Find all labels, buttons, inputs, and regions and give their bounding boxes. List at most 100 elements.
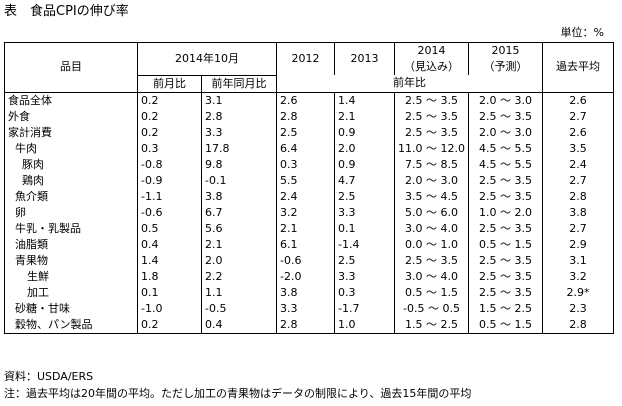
- cell-yoy: 0.4: [201, 316, 277, 334]
- cell-2013: 2.1: [334, 108, 395, 125]
- cell-average: 3.1: [542, 252, 614, 269]
- cell-2013: 0.1: [334, 220, 395, 237]
- cell-2012: 2.1: [276, 220, 335, 237]
- cell-item: 豚肉: [4, 156, 138, 173]
- cell-average: 2.7: [542, 220, 614, 237]
- cell-2015: 4.5 ～ 5.5: [468, 156, 543, 173]
- cell-mom: 0.2: [137, 316, 202, 334]
- table-row: 牛肉 0.3 17.8 6.4 2.0 11.0 ～ 12.0 4.5 ～ 5.5 3.5: [4, 140, 614, 157]
- cell-2014: 2.5 ～ 3.5: [394, 252, 469, 269]
- cell-yoy: 2.0: [201, 252, 277, 269]
- header-oct-2014: 2014年10月: [137, 42, 277, 76]
- cell-average: 2.8: [542, 188, 614, 205]
- cell-2012: 2.6: [276, 92, 335, 109]
- cell-2015: 2.0 ～ 3.0: [468, 92, 543, 109]
- cell-2013: 0.3: [334, 284, 395, 301]
- table-row: 牛乳・乳製品 0.5 5.6 2.1 0.1 3.0 ～ 4.0 2.5 ～ 3.5 2.7: [4, 220, 614, 237]
- table-row: 魚介類 -1.1 3.8 2.4 2.5 3.5 ～ 4.5 2.5 ～ 3.5 2.8: [4, 188, 614, 205]
- header-2012: 2012: [276, 42, 335, 75]
- cell-mom: -0.9: [137, 172, 202, 189]
- table-row: 鶏肉 -0.9 -0.1 5.5 4.7 2.0 ～ 3.0 2.5 ～ 3.5 2.7: [4, 172, 614, 189]
- header-yoy: 前年同月比: [201, 75, 277, 93]
- table-row: 加工 0.1 1.1 3.8 0.3 0.5 ～ 1.5 2.5 ～ 3.5 2.9*: [4, 284, 614, 301]
- cell-average: 2.8: [542, 316, 614, 334]
- cell-item: 砂糖・甘味: [4, 300, 138, 317]
- table-title: 表 食品CPIの伸び率: [4, 4, 129, 19]
- cell-item: 牛肉: [4, 140, 138, 157]
- cell-2014: 3.0 ～ 4.0: [394, 220, 469, 237]
- cell-2012: 3.8: [276, 284, 335, 301]
- cell-2012: 2.4: [276, 188, 335, 205]
- header-2015-note: （予測）: [483, 60, 528, 73]
- cell-yoy: 17.8: [201, 140, 277, 157]
- cell-average: 3.2: [542, 268, 614, 285]
- cell-2014: 2.0 ～ 3.0: [394, 172, 469, 189]
- cell-2013: 0.9: [334, 156, 395, 173]
- table-row: 砂糖・甘味 -1.0 -0.5 3.3 -1.7 -0.5 ～ 0.5 1.5 ～ 2.5 2…: [4, 300, 614, 317]
- cell-2015: 2.0 ～ 3.0: [468, 124, 543, 141]
- cell-item: 油脂類: [4, 236, 138, 253]
- cell-2012: 0.3: [276, 156, 335, 173]
- cell-2014: 2.5 ～ 3.5: [394, 124, 469, 141]
- cell-average: 3.5: [542, 140, 614, 157]
- cell-yoy: 2.2: [201, 268, 277, 285]
- cell-2014: 2.5 ～ 3.5: [394, 108, 469, 125]
- cell-2013: 2.5: [334, 252, 395, 269]
- cell-mom: 0.2: [137, 92, 202, 109]
- table-row: 穀物、パン製品 0.2 0.4 2.8 1.0 1.5 ～ 2.5 0.5 ～ 1.5 2.8: [4, 316, 614, 334]
- cell-item: 外食: [4, 108, 138, 125]
- cell-2015: 1.5 ～ 2.5: [468, 300, 543, 317]
- cell-2012: 5.5: [276, 172, 335, 189]
- cell-yoy: 3.8: [201, 188, 277, 205]
- cell-average: 2.9: [542, 236, 614, 253]
- cell-2014: 1.5 ～ 2.5: [394, 316, 469, 334]
- cell-2014: 0.0 ～ 1.0: [394, 236, 469, 253]
- cell-item: 鶏肉: [4, 172, 138, 189]
- cell-2013: 0.9: [334, 124, 395, 141]
- cell-2014: 11.0 ～ 12.0: [394, 140, 469, 157]
- cell-mom: -0.8: [137, 156, 202, 173]
- cell-mom: 0.4: [137, 236, 202, 253]
- cell-2014: 2.5 ～ 3.5: [394, 92, 469, 109]
- cell-yoy: 3.1: [201, 92, 277, 109]
- cell-2015: 2.5 ～ 3.5: [468, 188, 543, 205]
- footnote: 注：過去平均は20年間の平均。ただし加工の青果物はデータの制限により、過去15年…: [4, 387, 472, 400]
- cell-2012: 2.8: [276, 108, 335, 125]
- cell-2012: 3.2: [276, 204, 335, 221]
- cell-2013: -1.4: [334, 236, 395, 253]
- cell-2015: 2.5 ～ 3.5: [468, 108, 543, 125]
- cell-yoy: 2.8: [201, 108, 277, 125]
- cell-2015: 0.5 ～ 1.5: [468, 316, 543, 334]
- cell-item: 卵: [4, 204, 138, 221]
- cell-2012: 2.8: [276, 316, 335, 334]
- cell-mom: 1.8: [137, 268, 202, 285]
- cell-yoy: 5.6: [201, 220, 277, 237]
- cell-2014: 5.0 ～ 6.0: [394, 204, 469, 221]
- header-mom: 前月比: [137, 75, 202, 93]
- cell-2012: 3.3: [276, 300, 335, 317]
- header-average: 過去平均: [542, 42, 614, 93]
- cell-item: 青果物: [4, 252, 138, 269]
- cell-yoy: 1.1: [201, 284, 277, 301]
- cell-2012: 6.4: [276, 140, 335, 157]
- cell-2013: 2.0: [334, 140, 395, 157]
- cell-yoy: 3.3: [201, 124, 277, 141]
- table-row: 家計消費 0.2 3.3 2.5 0.9 2.5 ～ 3.5 2.0 ～ 3.0 2.6: [4, 124, 614, 141]
- cell-item: 魚介類: [4, 188, 138, 205]
- cell-average: 3.8: [542, 204, 614, 221]
- cell-2013: -1.7: [334, 300, 395, 317]
- cell-item: 食品全体: [4, 92, 138, 109]
- cell-item: 加工: [4, 284, 138, 301]
- cell-mom: 0.1: [137, 284, 202, 301]
- cell-2014: 7.5 ～ 8.5: [394, 156, 469, 173]
- cell-2015: 2.5 ～ 3.5: [468, 220, 543, 237]
- cell-2015: 2.5 ～ 3.5: [468, 172, 543, 189]
- unit-label: 単位：%: [560, 26, 604, 39]
- cell-2015: 2.5 ～ 3.5: [468, 268, 543, 285]
- cell-mom: -0.6: [137, 204, 202, 221]
- cell-2013: 2.5: [334, 188, 395, 205]
- cell-2015: 4.5 ～ 5.5: [468, 140, 543, 157]
- cell-2014: 0.5 ～ 1.5: [394, 284, 469, 301]
- cell-mom: 0.2: [137, 124, 202, 141]
- cell-yoy: 6.7: [201, 204, 277, 221]
